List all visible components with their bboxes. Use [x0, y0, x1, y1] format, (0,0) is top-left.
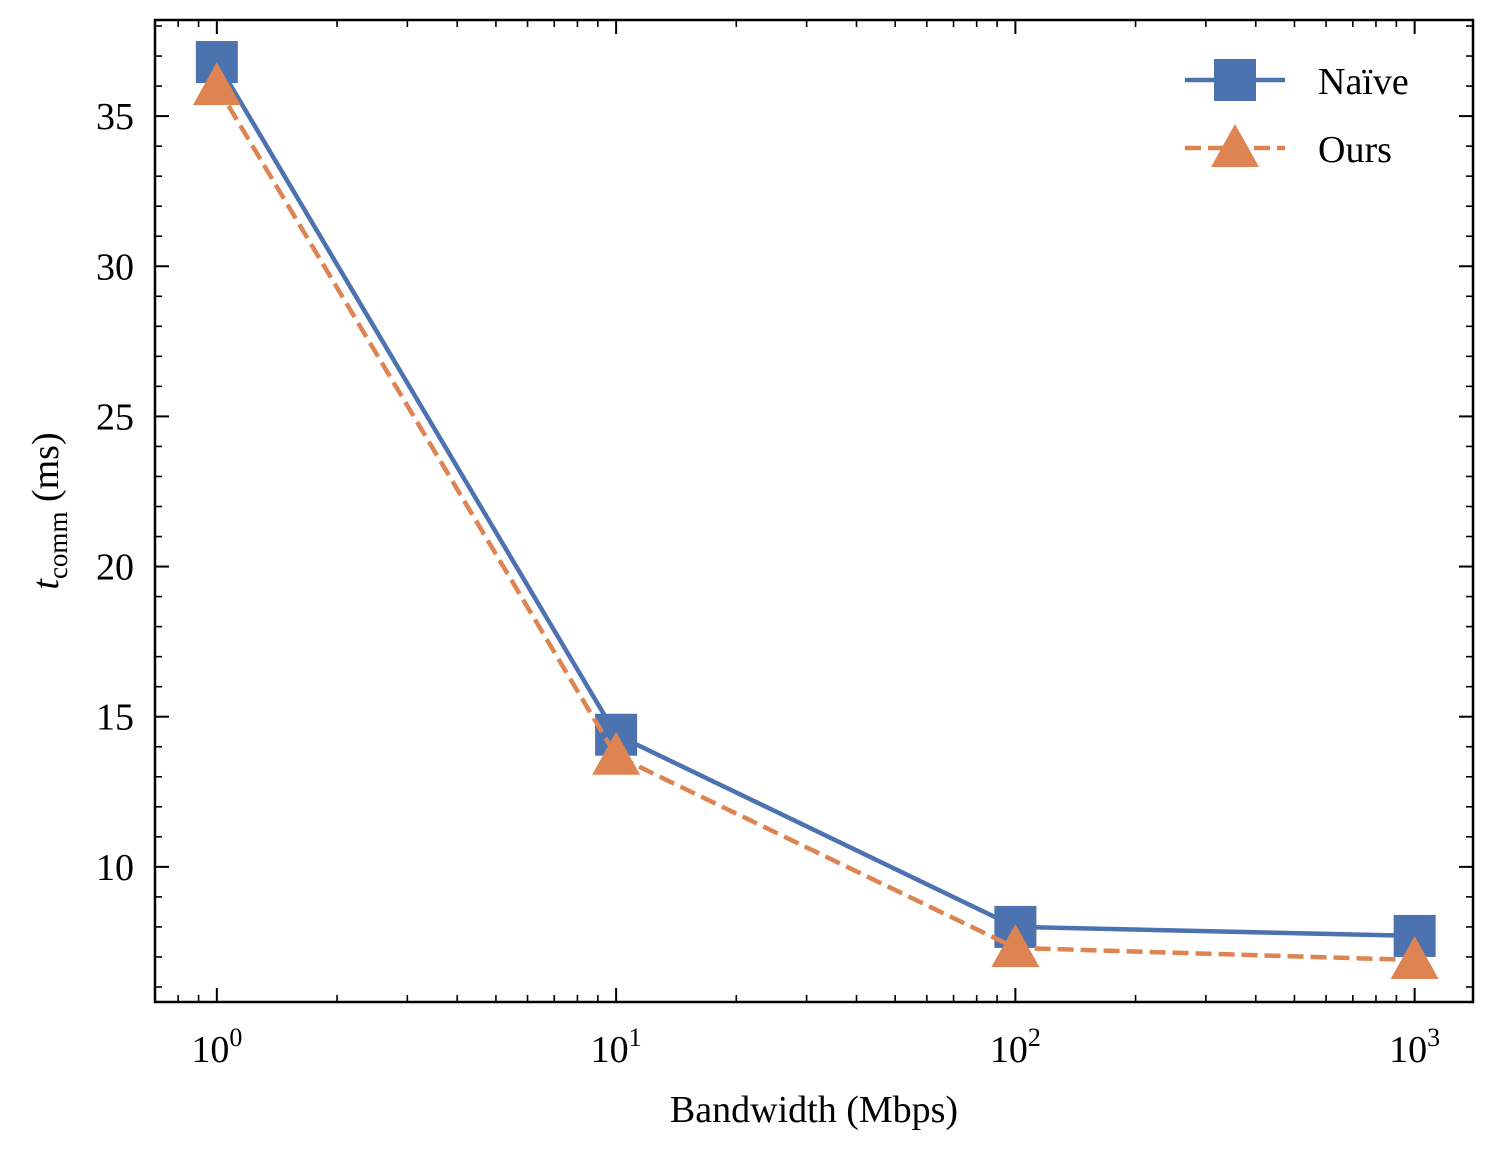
x-tick-label: 101	[591, 1023, 642, 1071]
minor-ticks	[154, 20, 1473, 1002]
x-tick-label: 100	[191, 1023, 242, 1071]
x-tick-label-base: 10	[591, 1029, 629, 1071]
y-tick-label: 25	[96, 396, 134, 438]
x-tick-label-exponent: 3	[1427, 1023, 1440, 1052]
data-point-ours	[192, 62, 241, 106]
series-line-na-ve	[214, 60, 1415, 939]
x-tick-label-exponent: 2	[1028, 1023, 1041, 1052]
y-tick-label: 10	[96, 847, 134, 889]
legend-label-naive: Naïve	[1318, 61, 1409, 103]
data-point-ours	[1390, 935, 1439, 979]
y-axis-label-base: t	[25, 578, 67, 590]
series-line-ours	[214, 84, 1415, 963]
legend-entry-ours: Ours	[1185, 124, 1392, 171]
y-tick-labels: 10 15 20 25 30 35	[96, 96, 134, 889]
x-tick-label-base: 10	[191, 1029, 229, 1071]
x-tick-labels: 100 101 102 103	[191, 1023, 1440, 1071]
x-axis-label: Bandwidth (Mbps)	[670, 1089, 958, 1131]
x-tick-label: 103	[1389, 1023, 1440, 1071]
x-tick-label-exponent: 0	[229, 1023, 242, 1052]
plot-frame	[153, 18, 1475, 1004]
data-point-ours	[592, 731, 641, 775]
y-tick-label: 20	[96, 547, 134, 589]
x-tick-label-exponent: 1	[629, 1023, 642, 1052]
y-axis-label-space	[25, 502, 67, 512]
legend-label-ours: Ours	[1318, 129, 1392, 171]
y-axis-label-subscript: comm	[43, 512, 73, 580]
y-axis-label-unit: (ms)	[25, 432, 67, 502]
series-layer	[192, 41, 1439, 979]
x-tick-label: 102	[990, 1023, 1041, 1071]
y-tick-label: 15	[96, 697, 134, 739]
x-tick-label-base: 10	[1389, 1029, 1427, 1071]
legend-entry-naive: Naïve	[1185, 59, 1409, 103]
major-ticks	[155, 20, 1473, 1002]
y-tick-label: 35	[96, 96, 134, 138]
legend-marker-naive	[1214, 59, 1256, 101]
legend-marker-ours	[1211, 124, 1259, 167]
x-tick-label-base: 10	[990, 1029, 1028, 1071]
legend: Naïve Ours	[1185, 59, 1409, 171]
data-point-ours	[991, 923, 1040, 967]
y-axis-label: tcomm (ms)	[25, 432, 73, 589]
y-tick-label: 30	[96, 246, 134, 288]
